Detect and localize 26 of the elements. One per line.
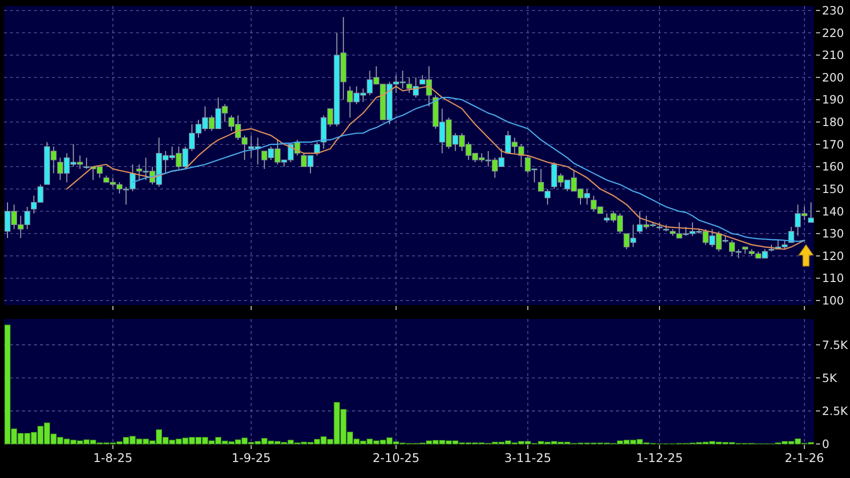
y-tick-label: 210: [822, 48, 844, 62]
x-tick-label: 1-12-25: [636, 451, 683, 465]
y-tick-label: 150: [822, 182, 844, 196]
y-tick-label: 140: [822, 204, 844, 218]
candlestick: [314, 142, 320, 156]
y-tick-label: 180: [822, 115, 844, 130]
y-tick-label: 230: [822, 3, 844, 18]
y-tick-label: 200: [822, 70, 844, 84]
y-tick-label: 0: [822, 437, 830, 452]
x-tick-label: 1-8-25: [93, 451, 132, 465]
y-tick-label: 220: [822, 26, 844, 40]
y-tick-label: 5K: [822, 370, 838, 385]
candlestick: [808, 202, 814, 223]
y-tick-label: 2.5K: [822, 404, 848, 418]
y-tick-label: 110: [822, 271, 844, 286]
y-tick-label: 120: [822, 248, 844, 263]
y-tick-label: 7.5K: [822, 338, 848, 352]
y-tick-label: 130: [822, 226, 844, 241]
x-tick-label: 3-11-25: [504, 451, 552, 465]
y-tick-label: 160: [822, 160, 844, 174]
y-tick-label: 100: [822, 294, 844, 308]
y-tick-label: 170: [822, 137, 844, 152]
y-tick-label: 190: [822, 92, 844, 107]
x-tick-label: 2-10-25: [372, 451, 420, 465]
x-tick-label: 2-1-26: [784, 451, 824, 465]
x-tick-label: 1-9-25: [232, 451, 271, 465]
